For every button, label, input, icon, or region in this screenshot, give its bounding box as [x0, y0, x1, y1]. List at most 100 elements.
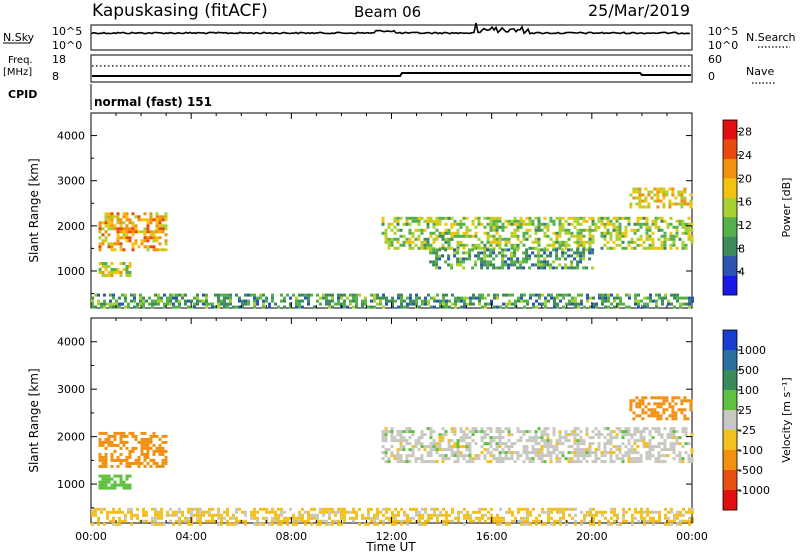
echo-cell	[97, 302, 100, 306]
echo-cell	[654, 246, 658, 250]
echo-cell	[516, 222, 520, 226]
echo-cell	[417, 222, 421, 226]
echo-cell	[541, 510, 544, 514]
echo-cell	[142, 296, 145, 300]
echo-cell	[393, 457, 397, 461]
echo-cell	[601, 299, 604, 303]
echo-cell	[540, 457, 544, 461]
echo-cell	[456, 445, 460, 449]
echo-cell	[409, 299, 412, 303]
echo-cell	[122, 480, 126, 484]
echo-cell	[118, 296, 121, 300]
echo-cell	[262, 302, 265, 306]
echo-cell	[125, 230, 129, 234]
echo-cell	[453, 430, 457, 434]
echo-cell	[397, 510, 400, 514]
echo-cell	[415, 299, 418, 303]
echo-cell	[540, 263, 544, 267]
echo-cell	[331, 507, 334, 511]
echo-cell	[402, 234, 406, 238]
echo-cell	[382, 507, 385, 511]
echo-cell	[145, 513, 148, 517]
echo-cell	[683, 199, 687, 203]
echo-cell	[682, 302, 685, 306]
echo-cell	[498, 442, 502, 446]
echo-cell	[591, 451, 595, 455]
echo-cell	[355, 513, 358, 517]
echo-cell	[505, 522, 508, 526]
echo-cell	[113, 449, 117, 453]
echo-cell	[504, 427, 508, 431]
echo-cell	[402, 240, 406, 244]
echo-cell	[137, 218, 141, 222]
echo-cell	[457, 519, 460, 523]
echo-cell	[155, 248, 159, 252]
echo-cell	[624, 451, 628, 455]
echo-cell	[408, 228, 412, 232]
echo-cell	[525, 445, 529, 449]
echo-cell	[447, 240, 451, 244]
echo-cell	[498, 219, 502, 223]
echo-cell	[160, 510, 163, 514]
echo-cell	[149, 437, 153, 441]
echo-cell	[688, 510, 691, 514]
echo-cell	[658, 296, 661, 300]
echo-cell	[671, 396, 675, 400]
echo-cell	[253, 302, 256, 306]
echo-cell	[543, 225, 547, 229]
echo-cell	[591, 237, 595, 241]
echo-cell	[125, 274, 129, 277]
echo-cell	[430, 513, 433, 517]
echo-cell	[546, 442, 550, 446]
echo-cell	[601, 293, 604, 297]
echo-cell	[671, 202, 675, 206]
echo-cell	[301, 507, 304, 511]
echo-cell	[528, 216, 532, 220]
echo-cell	[125, 455, 129, 459]
echo-cell	[190, 299, 193, 303]
echo-cell	[680, 196, 684, 200]
echo-cell	[645, 451, 649, 455]
echo-cell	[624, 427, 628, 431]
echo-cell	[672, 448, 676, 452]
echo-cell	[152, 218, 156, 222]
echo-cell	[576, 439, 580, 443]
echo-cell	[405, 219, 409, 223]
echo-cell	[415, 293, 418, 297]
echo-cell	[624, 445, 628, 449]
echo-cell	[675, 228, 679, 232]
echo-cell	[655, 510, 658, 514]
echo-cell	[474, 427, 478, 431]
echo-cell	[355, 293, 358, 297]
echo-cell	[223, 293, 226, 297]
echo-cell	[158, 227, 162, 231]
echo-cell	[456, 251, 460, 255]
echo-cell	[190, 510, 193, 514]
echo-cell	[552, 260, 556, 264]
echo-cell	[486, 222, 490, 226]
echo-cell	[438, 445, 442, 449]
echo-cell	[640, 507, 643, 511]
echo-cell	[223, 305, 226, 309]
echo-cell	[115, 522, 118, 526]
echo-cell	[627, 442, 631, 446]
echo-cell	[495, 243, 499, 247]
echo-cell	[429, 451, 433, 455]
echo-cell	[104, 236, 108, 240]
echo-cell	[654, 445, 658, 449]
echo-cell	[384, 234, 388, 238]
echo-cell	[654, 460, 658, 464]
echo-cell	[540, 248, 544, 252]
echo-cell	[651, 237, 655, 241]
echo-cell	[322, 513, 325, 517]
echo-cell	[591, 222, 595, 226]
date-title: 25/Mar/2019	[588, 1, 690, 20]
echo-cell	[483, 246, 487, 250]
echo-cell	[280, 299, 283, 303]
echo-cell	[390, 454, 394, 458]
echo-cell	[450, 246, 454, 250]
echo-cell	[635, 396, 639, 400]
echo-cell	[507, 448, 511, 452]
echo-cell	[571, 296, 574, 300]
echo-cell	[621, 433, 625, 437]
